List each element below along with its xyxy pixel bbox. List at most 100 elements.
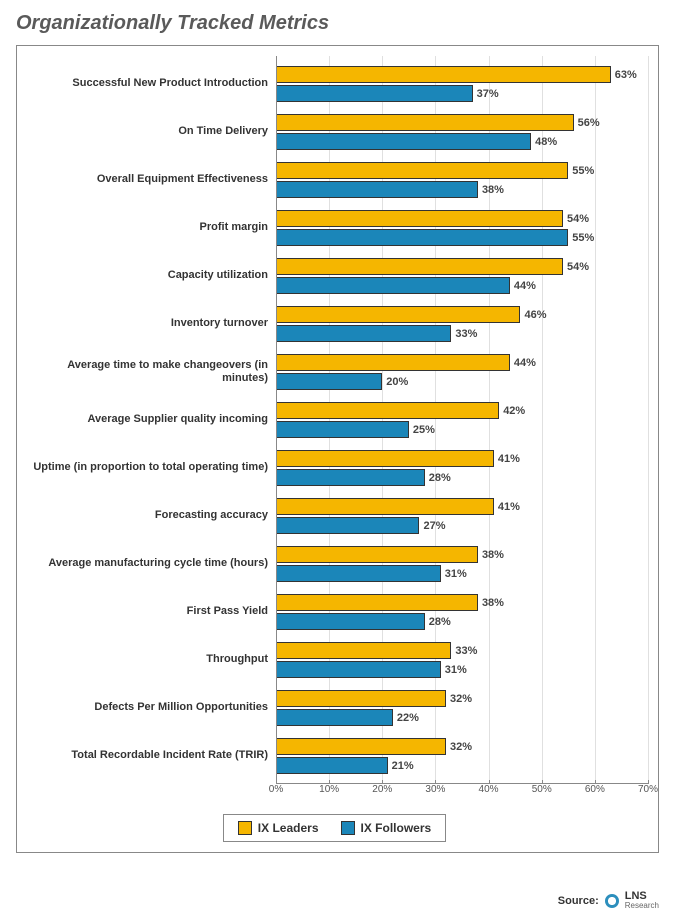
bar-wrap: 55% (276, 229, 648, 246)
legend: IX LeadersIX Followers (223, 814, 446, 842)
bar-value-label: 22% (397, 712, 419, 724)
legend-swatch (238, 821, 252, 835)
bars-rows: 63%37%56%48%55%38%54%55%54%44%46%33%44%2… (276, 60, 648, 780)
chart-body: Successful New Product IntroductionOn Ti… (21, 60, 648, 780)
bar (276, 642, 451, 659)
category-label: Average manufacturing cycle time (hours) (21, 540, 276, 588)
bar-wrap: 21% (276, 757, 648, 774)
bar-value-label: 21% (392, 760, 414, 772)
bars-row: 54% 44% (276, 252, 648, 300)
bar-wrap: 63% (276, 66, 648, 83)
bar-value-label: 31% (445, 664, 467, 676)
bar-value-label: 46% (524, 309, 546, 321)
bar (276, 421, 409, 438)
category-label: Total Recordable Incident Rate (TRIR) (21, 732, 276, 780)
bar-wrap: 48% (276, 133, 648, 150)
x-axis-tick: 20% (372, 784, 392, 795)
x-axis: 0%10%20%30%40%50%60%70% (276, 780, 648, 802)
bars-row: 46% 33% (276, 300, 648, 348)
bars-row: 42% 25% (276, 396, 648, 444)
category-label: Overall Equipment Effectiveness (21, 156, 276, 204)
bar (276, 354, 510, 371)
category-label: Profit margin (21, 204, 276, 252)
legend-item: IX Leaders (238, 821, 319, 835)
bar (276, 258, 563, 275)
bar-wrap: 38% (276, 546, 648, 563)
bar (276, 757, 388, 774)
bar (276, 546, 478, 563)
bar-wrap: 44% (276, 354, 648, 371)
bar-wrap: 38% (276, 594, 648, 611)
bar (276, 114, 574, 131)
bars-row: 38%28% (276, 588, 648, 636)
bar-wrap: 54% (276, 210, 648, 227)
category-label: Uptime (in proportion to total operating… (21, 444, 276, 492)
source-sub: Research (625, 902, 659, 910)
category-label: First Pass Yield (21, 588, 276, 636)
bar (276, 402, 499, 419)
bar-value-label: 41% (498, 501, 520, 513)
bar-value-label: 55% (572, 165, 594, 177)
y-axis-line (276, 56, 277, 784)
chart-panel: Successful New Product IntroductionOn Ti… (16, 45, 659, 853)
bar (276, 277, 510, 294)
bar-value-label: 44% (514, 280, 536, 292)
category-label: Inventory turnover (21, 300, 276, 348)
category-label: Average time to make changeovers (in min… (21, 348, 276, 396)
bar (276, 325, 451, 342)
bar (276, 450, 494, 467)
bar-value-label: 33% (455, 645, 477, 657)
bar-value-label: 33% (455, 328, 477, 340)
bar-value-label: 38% (482, 184, 504, 196)
bar-value-label: 54% (567, 261, 589, 273)
x-axis-tick: 70% (638, 784, 658, 795)
bar-value-label: 54% (567, 213, 589, 225)
bar-value-label: 25% (413, 424, 435, 436)
bar-value-label: 55% (572, 232, 594, 244)
source-logo-icon (605, 894, 619, 908)
bar-wrap: 32% (276, 738, 648, 755)
x-axis-tick: 60% (585, 784, 605, 795)
bar-wrap: 33% (276, 642, 648, 659)
bars-row: 32%22% (276, 684, 648, 732)
bar-wrap: 44% (276, 277, 648, 294)
bars-row: 41%28% (276, 444, 648, 492)
category-label: Forecasting accuracy (21, 492, 276, 540)
bar-wrap: 42% (276, 402, 648, 419)
bar (276, 373, 382, 390)
bar-value-label: 63% (615, 69, 637, 81)
bar-wrap: 33% (276, 325, 648, 342)
bar (276, 162, 568, 179)
bars-row: 38%31% (276, 540, 648, 588)
bar-wrap: 32% (276, 690, 648, 707)
bar (276, 594, 478, 611)
bars-column: 63%37%56%48%55%38%54%55%54%44%46%33%44%2… (276, 60, 648, 780)
legend-label: IX Leaders (258, 821, 319, 835)
source-text: LNS Research (625, 891, 659, 910)
x-axis-tick: 30% (425, 784, 445, 795)
bar-value-label: 31% (445, 568, 467, 580)
bar-wrap: 28% (276, 613, 648, 630)
bar-value-label: 41% (498, 453, 520, 465)
gridline (648, 56, 649, 784)
category-label: Average Supplier quality incoming (21, 396, 276, 444)
bar-wrap: 41% (276, 450, 648, 467)
bar-wrap: 56% (276, 114, 648, 131)
bar-value-label: 48% (535, 136, 557, 148)
category-label: Successful New Product Introduction (21, 60, 276, 108)
bars-row: 41%27% (276, 492, 648, 540)
bars-row: 33% 31% (276, 636, 648, 684)
x-axis-tick: 50% (532, 784, 552, 795)
bars-row: 56%48% (276, 108, 648, 156)
bar (276, 229, 568, 246)
bar-value-label: 42% (503, 405, 525, 417)
x-axis-tick: 0% (269, 784, 283, 795)
bar-wrap: 41% (276, 498, 648, 515)
bar-wrap: 20% (276, 373, 648, 390)
bar-wrap: 25% (276, 421, 648, 438)
bar-wrap: 22% (276, 709, 648, 726)
source-prefix: Source: (558, 895, 599, 907)
bar (276, 85, 473, 102)
bar-wrap: 38% (276, 181, 648, 198)
bars-row: 44%20% (276, 348, 648, 396)
